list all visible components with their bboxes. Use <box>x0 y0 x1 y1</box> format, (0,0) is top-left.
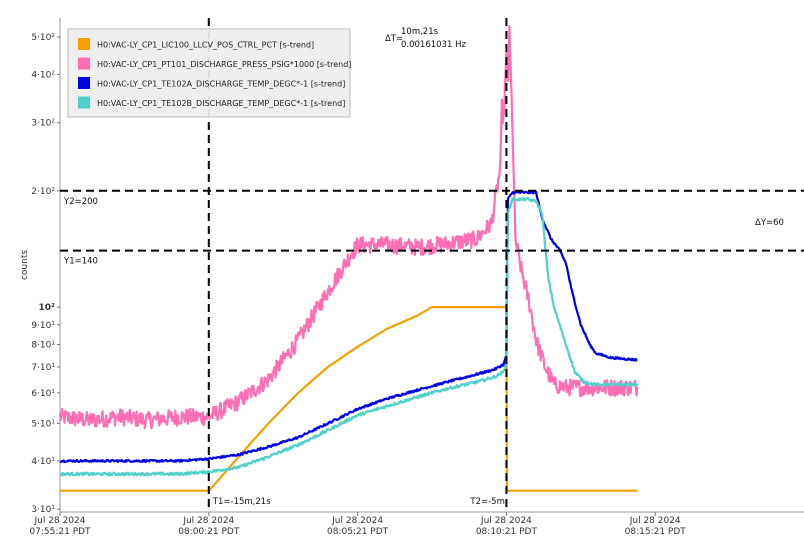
y-axis: 3·10¹ 4·10¹ 5·10¹ 6·10¹ 7·10¹ 8·10¹ 9·10¹ 10² 2·… <box>31 33 60 515</box>
legend-label-3: H0:VAC-LY_CP1_TE102A_DISCHARGE_TEMP_DEGC… <box>97 80 345 89</box>
legend-label-4: H0:VAC-LY_CP1_TE102B_DISCHARGE_TEMP_DEGC… <box>97 99 345 108</box>
series-line-4 <box>59 197 639 477</box>
x-tick-date: Jul 28 2024 <box>182 516 234 526</box>
plot-area <box>59 18 804 513</box>
cursor-y2-label: Y2=200 <box>63 197 98 207</box>
x-tick-time: 08:10:21 PDT <box>476 527 538 537</box>
x-tick-time: 08:15:21 PDT <box>625 527 687 537</box>
legend-swatch-3 <box>78 77 90 89</box>
legend-box <box>67 28 351 118</box>
cursor-y1-label: Y1=140 <box>63 257 98 267</box>
legend-label-2: H0:VAC-LY_CP1_PT101_DISCHARGE_PRESS_PSIG… <box>97 60 351 69</box>
y-tick-label: 8·10¹ <box>31 341 55 351</box>
delta-t-frequency: 0.00161031 Hz <box>401 40 466 50</box>
y-tick-label: 4·10² <box>31 70 55 80</box>
x-tick-date: Jul 28 2024 <box>629 516 681 526</box>
legend-swatch-1 <box>78 38 90 50</box>
y-axis-label: counts <box>20 250 30 280</box>
x-tick-time: 08:00:21 PDT <box>178 527 240 537</box>
legend-swatch-2 <box>78 57 90 70</box>
legend-label-1: H0:VAC-LY_CP1_LIC100_LLCV_POS_CTRL_PCT [… <box>97 41 314 50</box>
x-tick-date: Jul 28 2024 <box>480 516 532 526</box>
cursor-t2-label: T2=-5m <box>469 497 504 507</box>
cursor-t1-label: T1=-15m,21s <box>212 497 271 507</box>
y-tick-label: 9·10¹ <box>31 321 55 331</box>
y-tick-label: 2·10² <box>31 187 55 197</box>
delta-t-label: ΔT= <box>385 34 403 44</box>
x-tick-date: Jul 28 2024 <box>34 516 86 526</box>
series-layer <box>58 25 639 492</box>
y-tick-label: 7·10¹ <box>31 363 55 373</box>
y-tick-label: 6·10¹ <box>31 389 55 399</box>
series-line-2 <box>58 25 639 430</box>
y-tick-label: 10² <box>39 303 56 313</box>
y-tick-label: 5·10¹ <box>31 419 55 429</box>
y-tick-label: 3·10² <box>31 119 55 129</box>
y-tick-label: 5·10² <box>31 33 55 43</box>
delta-y-label: ΔY=60 <box>755 218 784 228</box>
y-tick-label: 4·10¹ <box>31 457 55 467</box>
legend: H0:VAC-LY_CP1_LIC100_LLCV_POS_CTRL_PCT [… <box>67 28 351 118</box>
delta-t-value: 10m,21s <box>401 27 439 37</box>
series-line-1 <box>60 306 638 492</box>
legend-swatch-4 <box>78 96 90 109</box>
x-tick-date: Jul 28 2024 <box>331 516 383 526</box>
y-tick-label: 3·10¹ <box>31 505 55 515</box>
x-tick-time: 08:05:21 PDT <box>327 527 389 537</box>
x-tick-time: 07:55:21 PDT <box>29 527 91 537</box>
